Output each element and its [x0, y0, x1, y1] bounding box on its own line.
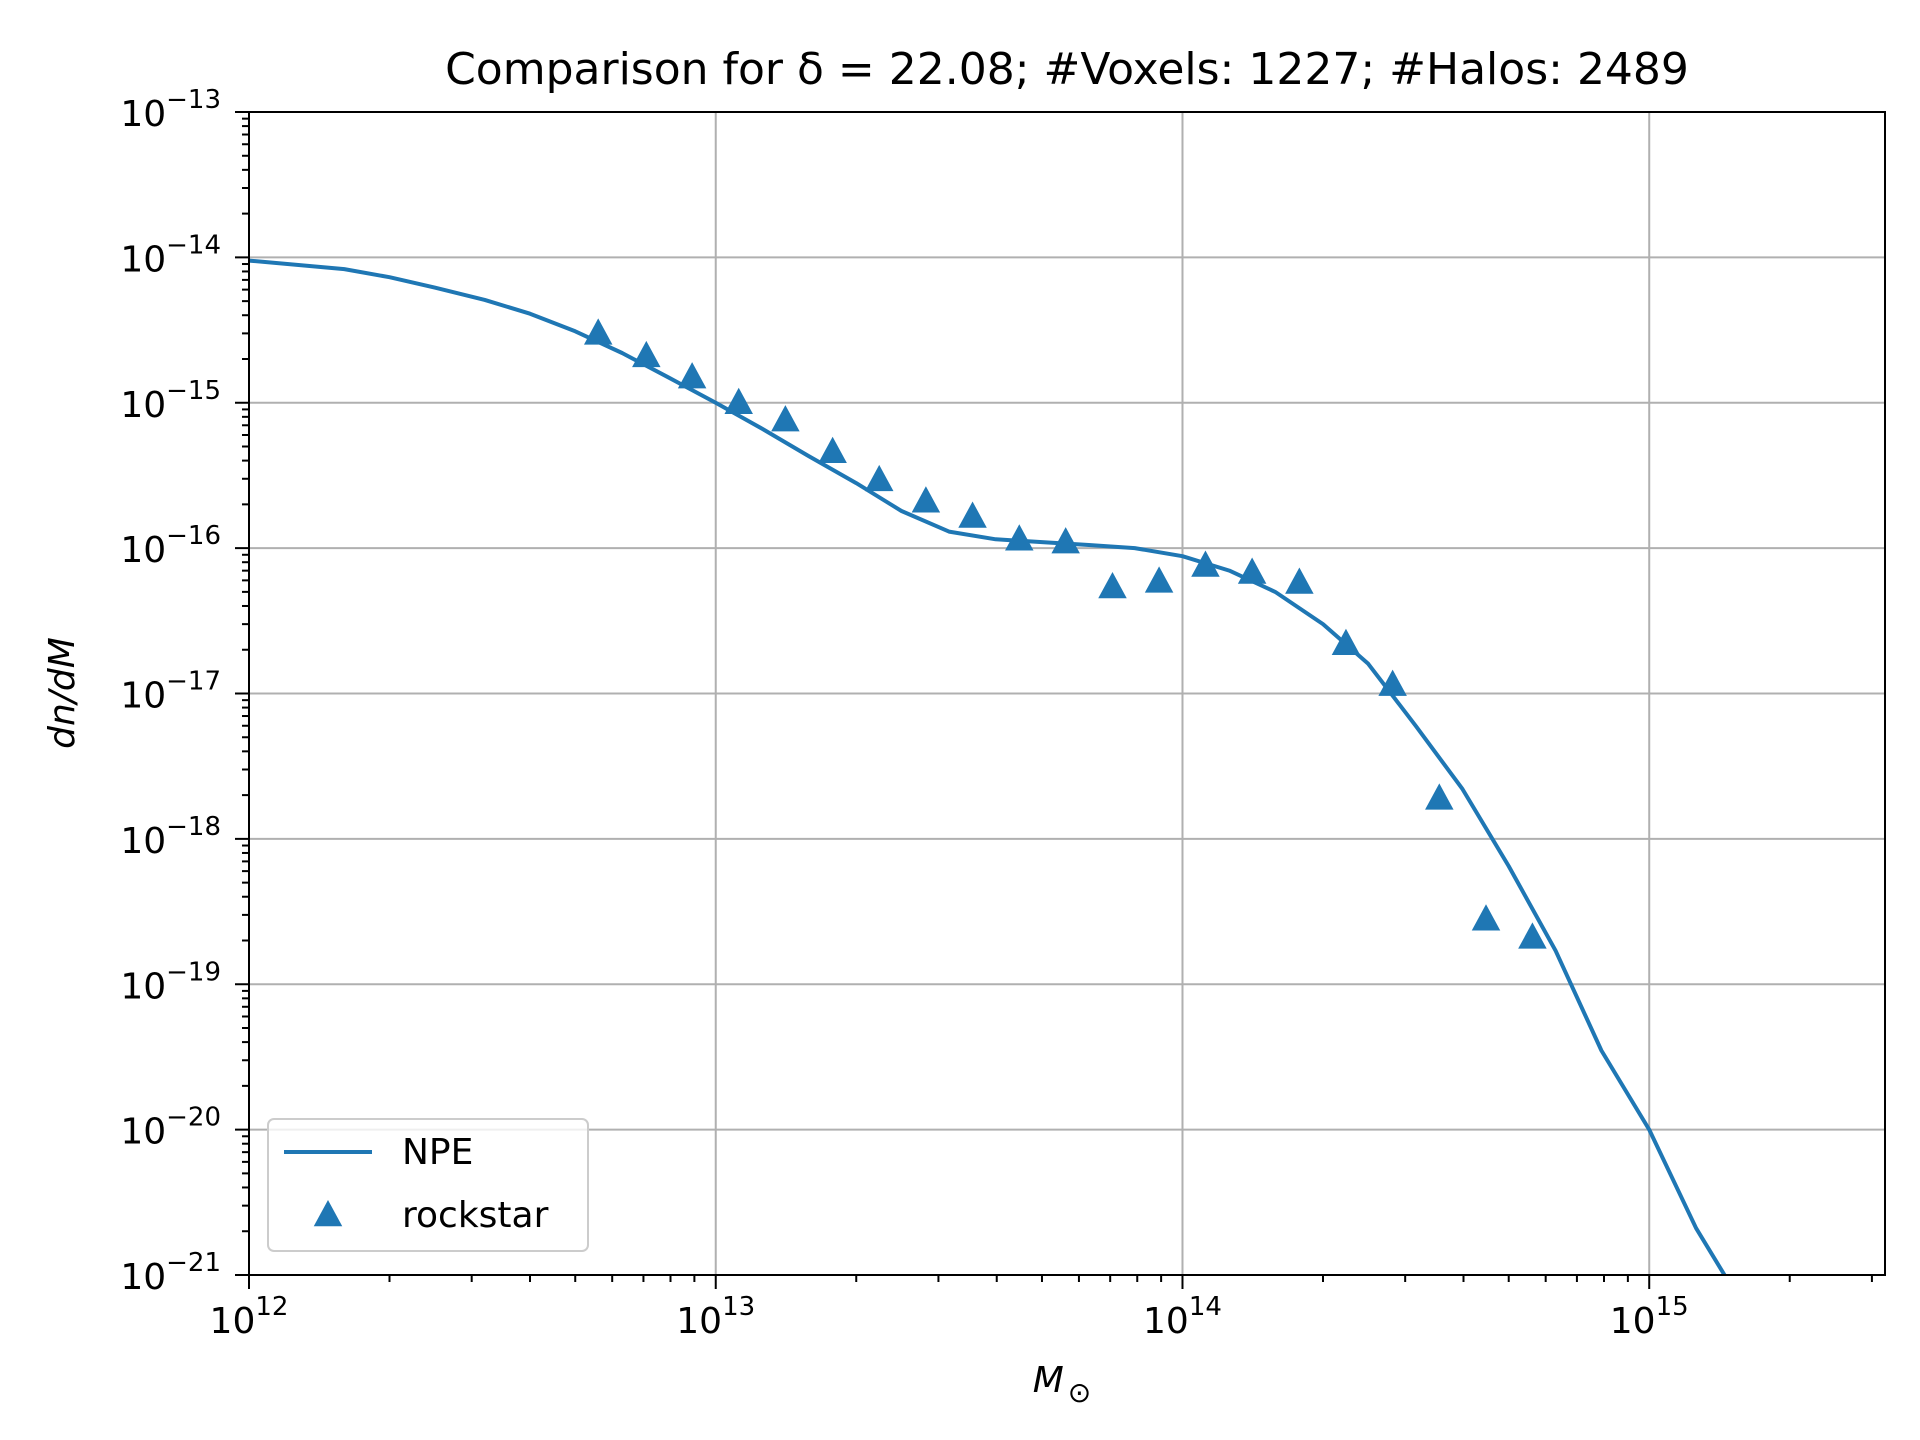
grid — [248, 111, 1885, 1276]
x-tick-label: 1015 — [1610, 1292, 1689, 1342]
rockstar-point — [1237, 557, 1267, 584]
rockstar-point — [864, 464, 894, 492]
plot-frame — [248, 111, 1886, 1276]
x-tick-label: 1012 — [210, 1292, 289, 1342]
rockstar-point — [1144, 566, 1174, 593]
legend-npe-label: NPE — [402, 1132, 473, 1173]
rockstar-point — [1051, 527, 1080, 554]
rockstar-point — [583, 318, 613, 345]
rockstar-point — [1471, 904, 1501, 931]
rockstar-point — [958, 501, 987, 528]
rockstar-point — [1331, 628, 1361, 655]
rockstar-point — [724, 387, 753, 414]
y-tick-label: 10−18 — [120, 812, 221, 862]
rockstar-point — [818, 436, 847, 464]
rockstar-point — [1425, 783, 1454, 810]
y-tick-label: 10−13 — [120, 85, 221, 135]
x-tick-label: 1013 — [676, 1292, 755, 1342]
rockstar-point — [1378, 669, 1407, 696]
y-tick-label: 10−21 — [120, 1248, 221, 1298]
rockstar-point — [1518, 922, 1547, 949]
rockstar-point — [1285, 567, 1314, 594]
chart-title: Comparison for δ = 22.08; #Voxels: 1227;… — [445, 44, 1689, 95]
y-tick-label: 10−20 — [120, 1103, 221, 1153]
rockstar-point — [1191, 550, 1220, 577]
rockstar-point — [632, 340, 661, 368]
legend-rockstar-swatch — [313, 1200, 343, 1227]
axis-ticks — [235, 111, 1873, 1289]
x-axis-label-subscript: ⊙ — [1068, 1376, 1091, 1409]
legend-rockstar-label: rockstar — [402, 1195, 549, 1236]
rockstar-point — [1098, 572, 1127, 599]
series-layer — [248, 258, 1727, 1277]
y-axis-label: dn/dM — [42, 637, 83, 749]
y-tick-label: 10−14 — [120, 230, 221, 280]
rockstar-point — [1005, 524, 1034, 551]
y-tick-label: 10−15 — [120, 376, 221, 426]
rockstar-point — [911, 486, 941, 513]
y-tick-label: 10−17 — [120, 667, 221, 717]
x-tick-label: 1014 — [1143, 1292, 1222, 1342]
y-tick-label: 10−19 — [120, 957, 221, 1007]
rockstar-point — [771, 405, 800, 432]
y-tick-label: 10−16 — [120, 521, 221, 571]
x-axis-label: M ⊙ — [1033, 1360, 1092, 1409]
legend: NPE rockstar — [267, 1118, 589, 1252]
rockstar-point — [677, 362, 707, 389]
tick-labels: 1012 1013 1014 1015 10−13 10−14 10−15 10−16 10−1… — [120, 85, 1688, 1342]
